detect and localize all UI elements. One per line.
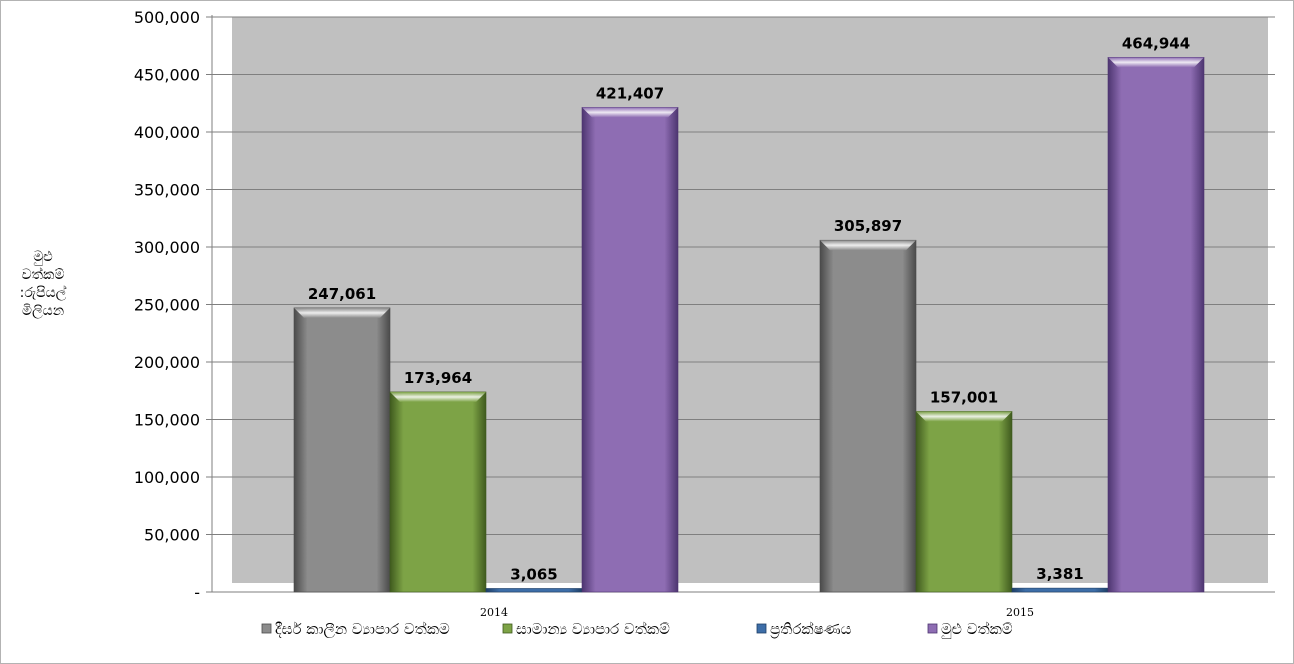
bar-top-bevel [1108, 57, 1204, 68]
y-tick-label: 250,000 [134, 296, 200, 315]
y-tick-label: 450,000 [134, 66, 200, 85]
y-tick-label: 400,000 [134, 123, 200, 142]
legend-label: දීර්ඝ කාලීන ව්‍යාපාර වත්කම [275, 620, 450, 638]
bar-top-bevel [820, 240, 916, 251]
bar-top-bevel [294, 307, 390, 318]
data-label: 421,407 [596, 84, 664, 102]
x-category-label: 2015 [1006, 606, 1034, 619]
y-axis-title: මුළු වත්කම් :රුපියල් මිලියන [4, 248, 82, 320]
data-label: 464,944 [1122, 34, 1190, 52]
y-tick-label: - [194, 583, 200, 602]
bar-top-bevel [916, 411, 1012, 422]
legend-swatch [502, 623, 513, 634]
legend-label: සාමාන්‍ය ව්‍යාපාර වත්කම් [516, 620, 670, 638]
data-label: 3,381 [1036, 565, 1083, 583]
bar [485, 588, 583, 593]
legend-label: මුළු වත්කම් [941, 620, 1013, 639]
bar-top-bevel [390, 391, 486, 402]
legend-swatch [756, 623, 767, 634]
y-tick-label: 50,000 [144, 526, 200, 545]
bar [819, 239, 917, 593]
legend-swatch [261, 623, 272, 634]
data-label: 3,065 [510, 565, 557, 583]
bar [581, 107, 679, 593]
y-tick-label: 500,000 [134, 8, 200, 27]
y-axis-title-line-4: මිලියන [21, 303, 65, 319]
y-axis-title-line-3: :රුපියල් [19, 285, 67, 301]
y-tick-label: 300,000 [134, 238, 200, 257]
bar [1107, 57, 1205, 593]
y-tick-label: 100,000 [134, 468, 200, 487]
y-axis-title-line-2: වත්කම් [21, 267, 65, 283]
data-label: 247,061 [308, 285, 376, 303]
y-tick-label: 200,000 [134, 353, 200, 372]
y-tick-label: 350,000 [134, 181, 200, 200]
bar [389, 391, 487, 593]
bar [1011, 587, 1109, 593]
bar [293, 307, 391, 593]
bar-top-bevel [582, 107, 678, 118]
x-category-label: 2014 [480, 606, 508, 619]
data-label: 157,001 [930, 388, 998, 406]
bar [915, 411, 1013, 593]
y-tick-label: 150,000 [134, 411, 200, 430]
y-axis-title-line-1: මුළු [33, 249, 53, 265]
data-label: 305,897 [834, 217, 902, 235]
data-label: 173,964 [404, 369, 472, 387]
legend-label: ප්‍රතිරක්ෂණය [770, 620, 852, 639]
legend-swatch [927, 623, 938, 634]
